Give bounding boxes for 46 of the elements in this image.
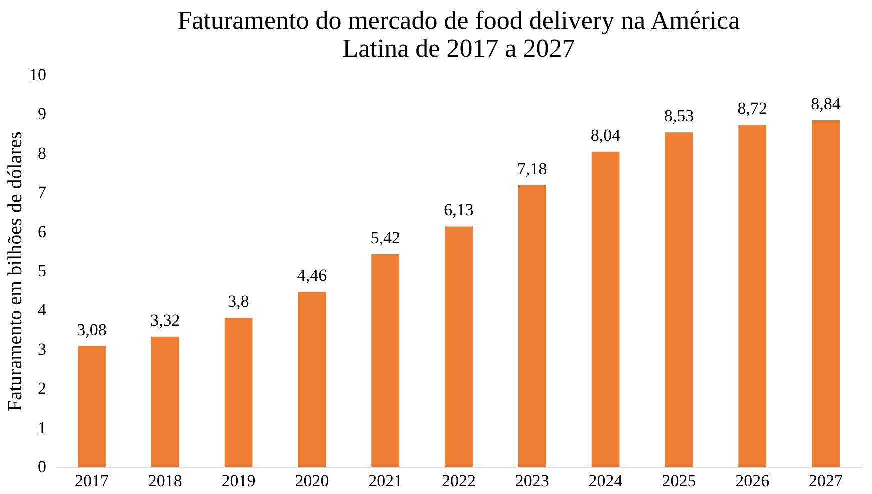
bar	[151, 336, 180, 467]
y-tick-label: 6	[38, 222, 46, 242]
x-tick-label: 2023	[515, 472, 550, 490]
x-tick-label: 2025	[662, 472, 696, 490]
y-tick-label: 5	[38, 262, 46, 280]
data-label: 3,32	[150, 310, 180, 330]
x-tick-label: 2026	[736, 472, 770, 490]
bar	[665, 132, 694, 467]
bar	[738, 125, 767, 467]
x-tick-label: 2017	[74, 472, 110, 490]
bar	[592, 152, 620, 467]
data-label: 6,13	[444, 200, 474, 220]
data-label: 3,8	[228, 292, 250, 312]
data-label: 8,84	[811, 94, 842, 114]
chart-title: Faturamento do mercado de food delivery na América Latina de 2017 a 2027	[178, 6, 741, 63]
y-tick-label: 4	[38, 300, 47, 320]
y-axis-title: Faturamento em bilhões de dólares	[4, 131, 26, 412]
bar	[224, 318, 253, 467]
y-tick-label: 7	[38, 183, 47, 202]
y-tick-label: 10	[30, 66, 46, 84]
data-label: 8,53	[664, 106, 694, 126]
y-tick-label: 8	[38, 144, 46, 163]
data-label: 7,18	[518, 160, 548, 179]
data-label: 8,04	[590, 126, 622, 145]
y-tick-label: 2	[38, 379, 46, 398]
data-label: 8,72	[738, 99, 768, 118]
bar	[812, 120, 840, 467]
y-tick-label: 0	[38, 458, 46, 476]
data-label: 5,42	[370, 228, 400, 248]
data-label: 3,08	[77, 320, 107, 340]
y-tick-label: 9	[38, 104, 46, 124]
bar	[298, 292, 326, 467]
bar	[78, 346, 106, 467]
y-tick-label: 3	[38, 340, 46, 359]
bar	[518, 186, 546, 467]
x-tick-label: 2027	[809, 472, 844, 490]
bar	[372, 254, 400, 467]
x-tick-label: 2021	[368, 472, 403, 490]
y-tick-label: 1	[38, 418, 46, 438]
x-tick-label: 2022	[442, 472, 476, 490]
x-tick-label: 2020	[295, 472, 330, 490]
x-tick-label: 2019	[222, 472, 256, 490]
x-tick-label: 2024	[588, 472, 624, 490]
x-tick-label: 2018	[148, 472, 182, 490]
data-label: 4,46	[297, 266, 328, 286]
bar	[445, 226, 473, 467]
